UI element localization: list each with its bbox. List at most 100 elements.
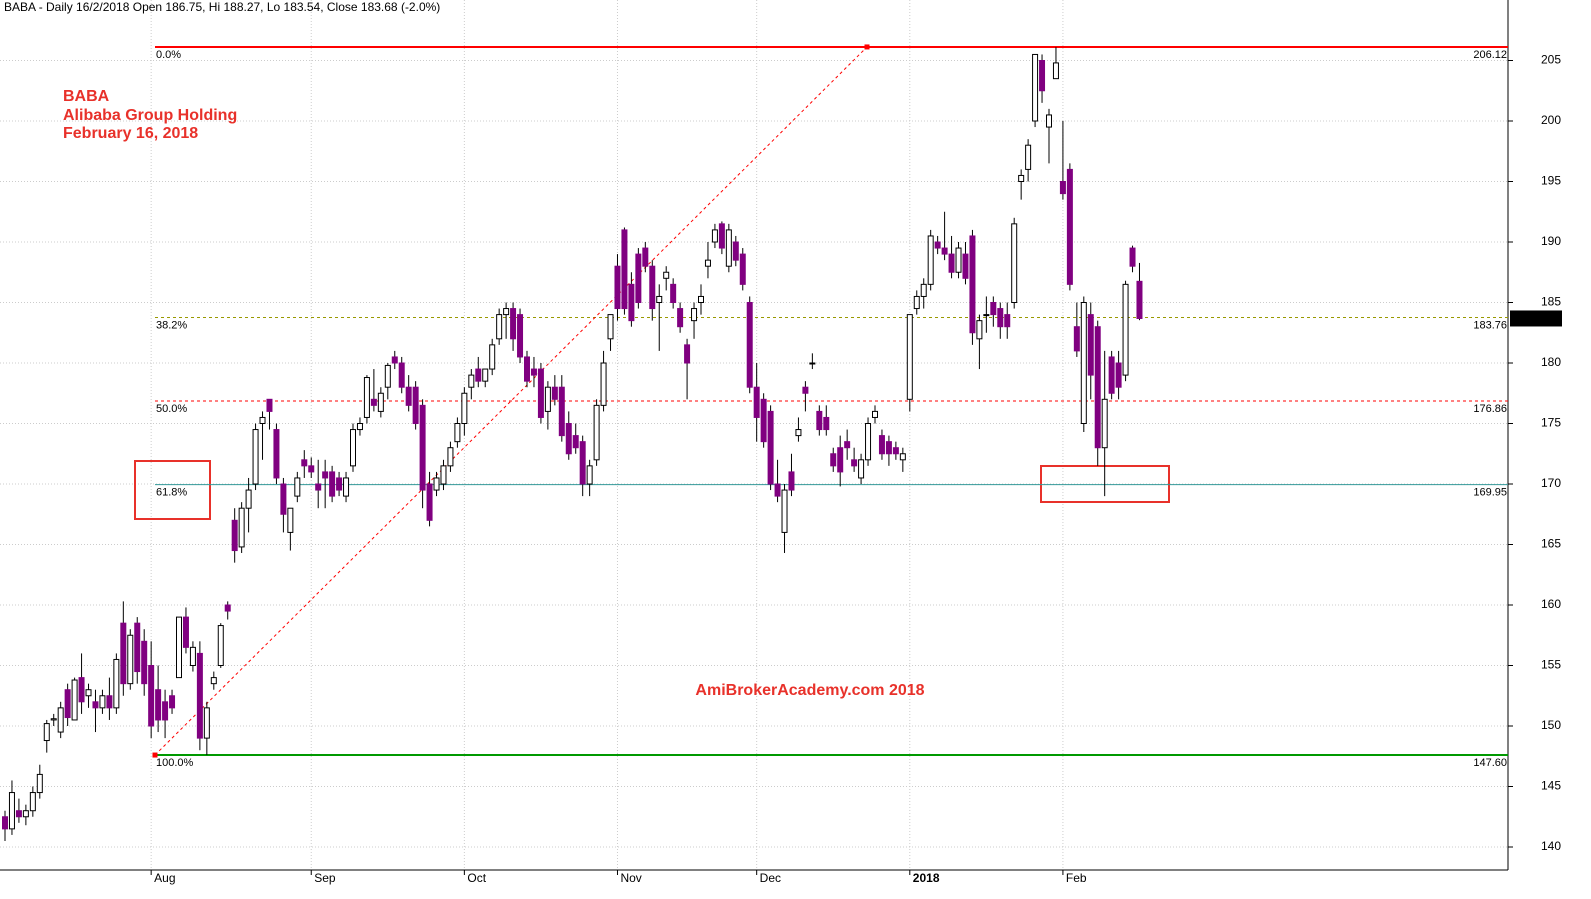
candle-body (384, 364, 391, 388)
candle-body (725, 229, 732, 267)
candle-body (203, 707, 210, 739)
candle-body (308, 465, 315, 473)
fib-label: 0.0% (156, 49, 181, 61)
candle-body (43, 723, 50, 742)
y-tick-label: 195 (1541, 174, 1561, 188)
candle-body (2, 816, 8, 830)
candle-body (426, 483, 433, 521)
candle-body (837, 447, 844, 473)
candle-body (8, 792, 15, 830)
candle-body (1011, 223, 1018, 304)
candle-body (760, 398, 767, 443)
x-tick-label: Feb (1066, 871, 1087, 885)
highlight-box (134, 460, 211, 520)
candle-body (941, 247, 948, 255)
candle-body (885, 441, 892, 455)
candle-body (753, 386, 760, 418)
candle-body (781, 489, 788, 533)
candle-body (1059, 181, 1066, 195)
candle-body (370, 398, 377, 406)
candle-body (718, 223, 725, 249)
candle-body (558, 386, 565, 437)
candle-body (231, 519, 238, 552)
y-tick-label: 145 (1541, 779, 1561, 793)
candle-body (537, 368, 544, 418)
candle-body (155, 689, 162, 721)
candle-body (614, 265, 621, 310)
fib-label: 50.0% (156, 403, 187, 415)
candle-body (774, 483, 781, 497)
candle-body (301, 459, 308, 467)
candle-body (1094, 326, 1101, 449)
candle-body (141, 640, 148, 685)
y-tick-label: 190 (1541, 234, 1561, 248)
candle-body (844, 441, 851, 449)
candle-body (273, 429, 280, 479)
candle-body (997, 308, 1004, 328)
trend-point (152, 752, 158, 758)
candle-body (851, 459, 858, 467)
candle-body (684, 344, 691, 364)
candle-body (64, 689, 71, 719)
candle-body (927, 235, 934, 285)
x-tick-label: Oct (467, 871, 486, 885)
trend-line (154, 46, 868, 756)
candle-body (892, 447, 899, 455)
candle-body (245, 489, 252, 509)
candle-body (816, 410, 823, 431)
candle-body (1004, 314, 1011, 328)
candle-body (1080, 302, 1087, 425)
candle-body (788, 471, 795, 491)
candle-body (899, 453, 906, 461)
x-tick-label: 2018 (913, 871, 940, 885)
candle-body (746, 302, 753, 388)
y-tick-label: 165 (1541, 537, 1561, 551)
x-tick-label: Nov (620, 871, 641, 885)
candle-body (329, 471, 336, 497)
x-tick-label: Aug (154, 871, 175, 885)
candle-body (148, 665, 155, 727)
candle-body (858, 459, 865, 479)
candle-body (182, 616, 189, 648)
candle-body (134, 622, 141, 673)
candle-body (1122, 283, 1129, 376)
candle-body (948, 253, 955, 273)
candle-body (823, 416, 830, 431)
candle-body (649, 265, 656, 310)
last-price-label: 183.68 (1518, 311, 1555, 325)
candle-body (830, 453, 837, 467)
candle-body (196, 652, 203, 739)
candle-body (398, 362, 405, 388)
candle-body (969, 235, 976, 334)
candle-body (1046, 114, 1052, 128)
candle-body (189, 646, 196, 667)
candle-body (1101, 398, 1108, 449)
candle-body (419, 404, 426, 491)
candle-body (635, 253, 642, 304)
candle-body (363, 377, 370, 418)
candle-body (767, 410, 774, 485)
candle-body (1115, 362, 1122, 388)
candle-body (704, 259, 711, 267)
fib-value-label: 169.95 (1473, 487, 1507, 499)
candle-body (85, 689, 92, 697)
candle-body (656, 295, 663, 304)
candle-body (1025, 144, 1032, 170)
candle-body (934, 241, 941, 249)
candle-body (698, 295, 704, 304)
candle-body (356, 423, 363, 431)
candle-body (670, 283, 677, 304)
candle-body (551, 386, 558, 400)
candle-body (99, 695, 106, 709)
candle-body (391, 356, 398, 364)
candle-body (120, 622, 127, 685)
last-price-tag (1510, 310, 1562, 327)
candle-body (1018, 174, 1025, 183)
candle-body (217, 625, 224, 667)
candle-body (412, 386, 419, 425)
y-tick-label: 155 (1541, 658, 1561, 672)
candle-body (405, 386, 412, 406)
candle-body (1136, 280, 1143, 319)
